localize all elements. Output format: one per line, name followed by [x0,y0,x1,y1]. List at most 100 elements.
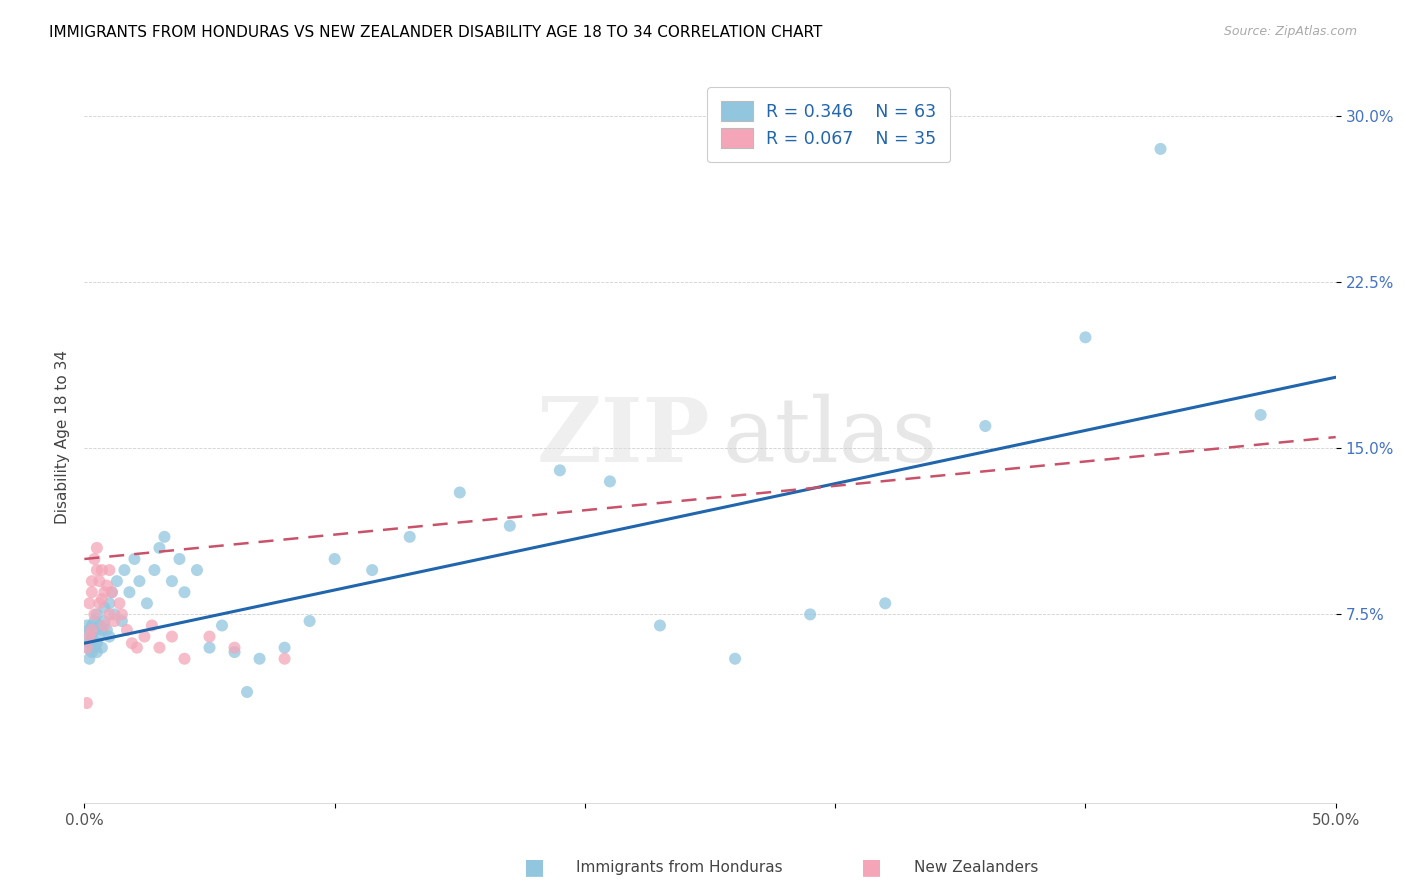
Point [136,596,159,610]
Point [80,574,103,589]
Point [89,618,111,632]
Point [1074,330,1097,344]
Point [236,685,259,699]
Point [93,614,115,628]
Point [98,563,121,577]
Point [249,651,271,665]
Point [93,600,115,615]
Point [79,596,101,610]
Text: atlas: atlas [723,393,938,481]
Point [103,614,125,628]
Point [80,623,103,637]
Point [173,651,195,665]
Point [143,563,166,577]
Point [101,585,124,599]
Point [173,585,195,599]
Text: New Zealanders: New Zealanders [914,860,1038,874]
Point [86,607,108,622]
Point [83,623,105,637]
Y-axis label: Disability Age 18 to 34: Disability Age 18 to 34 [55,350,70,524]
Point [148,541,170,555]
Point [79,623,101,637]
Point [76,640,98,655]
Point [89,596,111,610]
Point [499,518,522,533]
Point [90,591,112,606]
Point [449,485,471,500]
Point [224,640,246,655]
Point [128,574,150,589]
Point [211,618,233,632]
Point [79,630,101,644]
Point [323,552,346,566]
Point [1250,408,1272,422]
Point [76,630,98,644]
Point [105,574,128,589]
Point [124,552,146,566]
Point [80,630,103,644]
Point [548,463,571,477]
Point [111,614,134,628]
Point [186,563,208,577]
Point [112,563,135,577]
Point [90,563,112,577]
Point [80,645,103,659]
Point [76,618,98,632]
Point [974,419,997,434]
Point [86,541,108,555]
Legend: R = 0.346    N = 63, R = 0.067    N = 35: R = 0.346 N = 63, R = 0.067 N = 35 [707,87,950,162]
Point [90,640,112,655]
Point [648,618,671,632]
Point [83,640,105,655]
Point [298,614,321,628]
Point [89,574,111,589]
Point [96,578,118,592]
Point [80,634,103,648]
Point [80,585,103,599]
Point [198,630,221,644]
Text: Immigrants from Honduras: Immigrants from Honduras [576,860,783,874]
Point [98,596,121,610]
Point [108,596,131,610]
Point [103,607,125,622]
Point [118,585,141,599]
Point [90,623,112,637]
Point [83,614,105,628]
Point [76,640,98,655]
Point [76,696,98,710]
Point [361,563,384,577]
Point [98,630,121,644]
Point [86,563,108,577]
Point [141,618,163,632]
Point [398,530,420,544]
Point [134,630,156,644]
Point [724,651,747,665]
Point [273,651,295,665]
Point [153,530,176,544]
Point [875,596,897,610]
Point [89,630,111,644]
Point [111,607,134,622]
Point [799,607,821,622]
Text: ZIP: ZIP [537,393,710,481]
Point [83,607,105,622]
Point [86,645,108,659]
Point [93,618,115,632]
Point [169,552,191,566]
Point [125,640,148,655]
Point [148,640,170,655]
Point [101,585,124,599]
Point [93,585,115,599]
Point [160,630,183,644]
Text: ■: ■ [524,857,544,877]
Point [121,636,143,650]
Point [224,645,246,659]
Point [83,552,105,566]
Point [98,607,121,622]
Point [273,640,295,655]
Point [80,618,103,632]
Point [599,475,621,489]
Point [1149,142,1171,156]
Text: IMMIGRANTS FROM HONDURAS VS NEW ZEALANDER DISABILITY AGE 18 TO 34 CORRELATION CH: IMMIGRANTS FROM HONDURAS VS NEW ZEALANDE… [49,25,823,40]
Text: ■: ■ [862,857,882,877]
